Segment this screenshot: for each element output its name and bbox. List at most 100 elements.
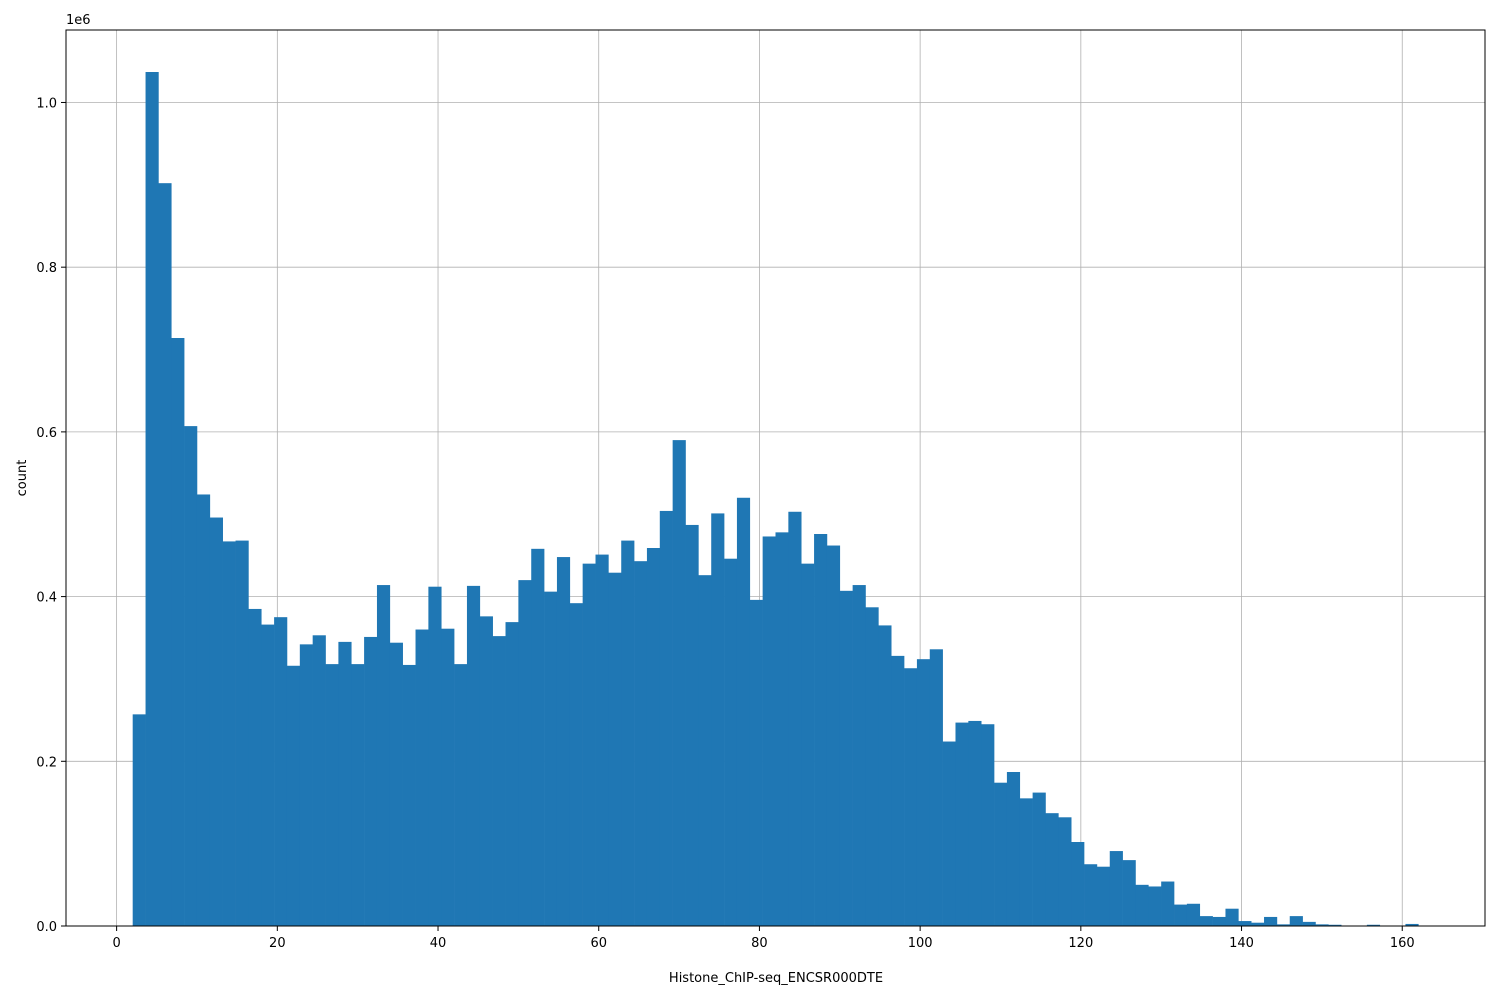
histogram-bar <box>801 563 815 926</box>
histogram-bar <box>1058 817 1072 926</box>
x-tick-label: 0 <box>112 936 120 951</box>
histogram-bar <box>441 628 455 926</box>
y-axis-label: count <box>15 460 30 497</box>
y-tick-label: 0.6 <box>36 426 57 441</box>
histogram-bar <box>1366 924 1381 926</box>
histogram-bar <box>222 541 236 926</box>
plot-frame <box>65 29 1486 927</box>
histogram-bar <box>814 534 828 926</box>
histogram-bar <box>261 624 275 926</box>
histogram-bar <box>505 622 519 926</box>
histogram-bar <box>531 548 545 926</box>
histogram-bar <box>968 720 982 926</box>
histogram-bar <box>544 591 558 926</box>
histogram-bar <box>826 545 841 926</box>
histogram-bar <box>878 625 892 926</box>
histogram-bar <box>1199 916 1213 926</box>
histogram-bar <box>1045 813 1059 926</box>
histogram-bar <box>1148 886 1162 926</box>
histogram-bar <box>492 636 506 926</box>
y-tick-label: 0.0 <box>36 920 57 935</box>
histogram-bar <box>916 659 931 926</box>
histogram-bar <box>749 599 763 926</box>
histogram-bar <box>1289 916 1303 926</box>
histogram-bar <box>1186 903 1201 926</box>
histogram-bar <box>1328 924 1342 926</box>
histogram-bar <box>1109 851 1123 926</box>
x-tick-label: 140 <box>1229 936 1254 951</box>
histogram-bar <box>454 664 468 926</box>
histogram-bar <box>1096 866 1111 926</box>
histogram-bar <box>981 724 995 926</box>
histogram-bar <box>1238 921 1252 926</box>
histogram-bar <box>569 603 583 926</box>
histogram-bar <box>1032 792 1046 926</box>
y-tick-label: 0.8 <box>36 261 57 276</box>
histogram-bar <box>479 616 493 926</box>
histogram-bar <box>1212 916 1226 926</box>
histogram-bar <box>235 540 249 926</box>
x-tick-label: 20 <box>269 936 286 951</box>
histogram-bar <box>595 554 609 926</box>
histogram-bar <box>736 497 751 926</box>
histogram-bar <box>1174 904 1188 926</box>
histogram-bar <box>286 665 301 926</box>
histogram-bar <box>711 513 725 926</box>
histogram-bar <box>891 655 905 926</box>
histogram-bar <box>145 72 159 926</box>
histogram-bar <box>634 561 648 926</box>
histogram-bar <box>672 440 686 926</box>
histogram-bars <box>132 72 1419 927</box>
histogram-bar <box>646 548 661 926</box>
axis-ticks: 0 20 40 60 80 100 120 140 160 0.0 0.2 0.4 0.6 0.8 1.0 <box>36 96 1414 951</box>
histogram-bar <box>955 722 969 926</box>
histogram-bar <box>1084 864 1098 926</box>
histogram-bar <box>338 641 352 926</box>
histogram-bar <box>1135 884 1149 926</box>
histogram-bar <box>1315 924 1329 926</box>
histogram-bar <box>621 540 635 926</box>
histogram-bar <box>724 558 738 926</box>
histogram-bar <box>994 782 1008 926</box>
histogram-bar <box>698 575 712 926</box>
histogram-bar <box>518 580 532 926</box>
x-axis-label: Histone_ChIP-seq_ENCSR000DTE <box>669 971 883 986</box>
x-tick-label: 60 <box>590 936 607 951</box>
x-tick-label: 120 <box>1068 936 1093 951</box>
x-tick-label: 80 <box>751 936 768 951</box>
histogram-bar <box>775 532 789 926</box>
histogram-bar <box>171 338 185 926</box>
x-tick-label: 160 <box>1390 936 1415 951</box>
histogram-bar <box>184 426 198 926</box>
histogram-bar <box>1251 922 1265 926</box>
histogram-bar <box>325 664 339 926</box>
histogram-bar <box>351 664 365 926</box>
histogram-bar <box>865 607 879 926</box>
histogram-bar <box>942 741 956 926</box>
histogram-bar <box>1225 908 1239 926</box>
histogram-bar <box>402 664 416 926</box>
histogram-bar <box>209 517 223 926</box>
histogram-bar <box>376 585 391 926</box>
histogram-bar <box>196 494 211 926</box>
histogram-bar <box>299 644 313 926</box>
histogram-bar <box>1405 923 1419 926</box>
histogram-bar <box>852 585 866 926</box>
histogram-bar <box>428 586 442 926</box>
histogram-bar <box>132 714 146 926</box>
histogram-bar <box>1071 842 1085 926</box>
histogram-bar <box>389 642 403 926</box>
histogram-bar <box>415 629 429 926</box>
y-tick-label: 1.0 <box>36 96 57 111</box>
histogram-bar <box>929 649 943 926</box>
histogram-bar <box>1006 772 1021 926</box>
histogram-bar <box>248 608 262 926</box>
y-tick-label: 0.4 <box>36 591 57 606</box>
histogram-bar <box>659 510 673 926</box>
histogram-bar <box>608 572 622 926</box>
histogram-bar <box>312 635 326 926</box>
histogram-bar <box>1302 921 1316 926</box>
y-offset-label: 1e6 <box>66 13 91 28</box>
